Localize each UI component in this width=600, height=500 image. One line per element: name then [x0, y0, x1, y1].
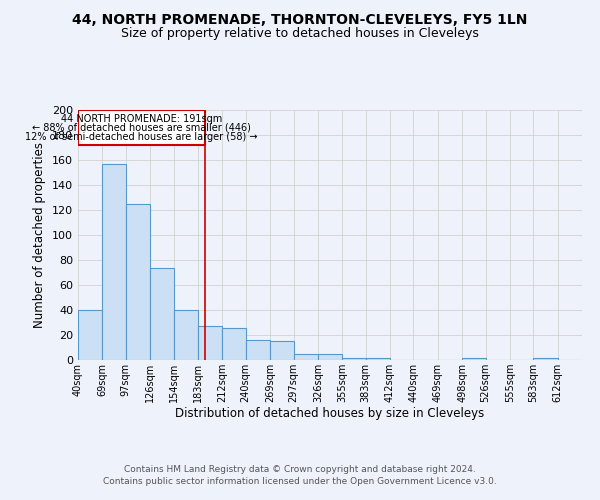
Text: Contains public sector information licensed under the Open Government Licence v3: Contains public sector information licen… [103, 478, 497, 486]
Bar [78, 310, 103, 360]
Text: 44 NORTH PROMENADE: 191sqm: 44 NORTH PROMENADE: 191sqm [61, 114, 222, 124]
Bar [126, 204, 150, 360]
Text: 12% of semi-detached houses are larger (58) →: 12% of semi-detached houses are larger (… [25, 132, 257, 142]
Text: Distribution of detached houses by size in Cleveleys: Distribution of detached houses by size … [175, 408, 485, 420]
Y-axis label: Number of detached properties: Number of detached properties [34, 142, 46, 328]
Bar [462, 358, 485, 360]
Bar [293, 354, 318, 360]
Bar [78, 110, 205, 145]
Bar [198, 326, 222, 360]
Bar [318, 354, 342, 360]
Bar [342, 358, 365, 360]
Text: ← 88% of detached houses are smaller (446): ← 88% of detached houses are smaller (44… [32, 122, 251, 132]
Bar [150, 268, 173, 360]
Bar [365, 358, 390, 360]
Bar [533, 358, 557, 360]
Bar [270, 341, 293, 360]
Bar [246, 340, 270, 360]
Bar [222, 328, 246, 360]
Text: Contains HM Land Registry data © Crown copyright and database right 2024.: Contains HM Land Registry data © Crown c… [124, 465, 476, 474]
Text: Size of property relative to detached houses in Cleveleys: Size of property relative to detached ho… [121, 28, 479, 40]
Bar [173, 310, 198, 360]
Bar [103, 164, 126, 360]
Text: 44, NORTH PROMENADE, THORNTON-CLEVELEYS, FY5 1LN: 44, NORTH PROMENADE, THORNTON-CLEVELEYS,… [73, 12, 527, 26]
